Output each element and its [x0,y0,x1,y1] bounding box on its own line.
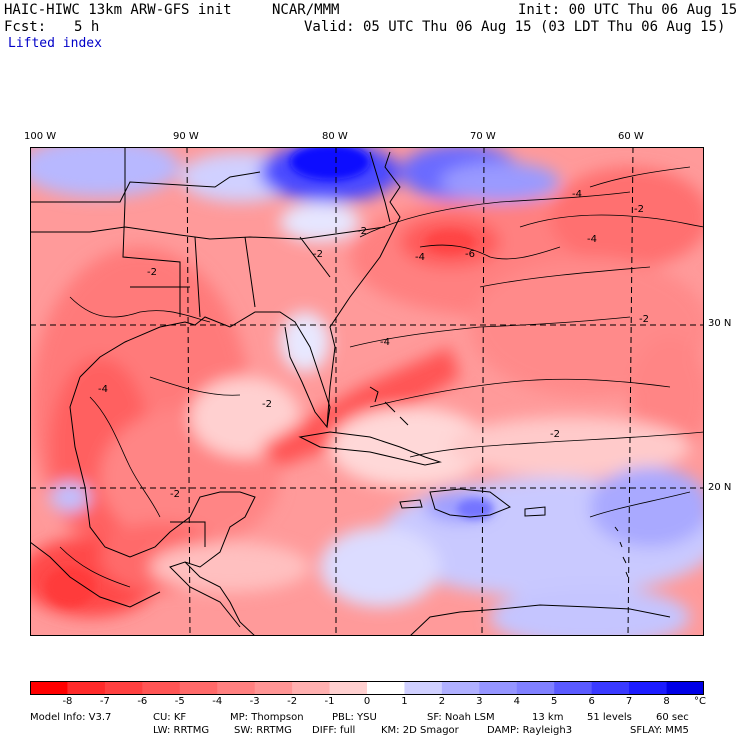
surface-layer-option: SFLAY: MM5 [630,725,689,736]
contour-label: -6 [465,249,475,260]
lon-label-60w: 60 W [618,131,644,142]
contour-label: -2 [170,489,180,500]
field-detail [45,147,493,607]
color-scale-tick-label: 1 [401,696,408,707]
org-label: NCAR/MMM [272,2,340,18]
longwave-scheme: LW: RRTMG [153,725,210,736]
contour-label: -4 [415,252,425,263]
field-shading [30,147,704,636]
contour-label: -2 [634,204,644,215]
color-swatch [30,681,68,695]
color-swatch [104,681,143,695]
color-swatch [404,681,443,695]
forecast-hour: 5 h [74,19,100,35]
lat-label-20n: 20 N [708,482,732,493]
model-title: HAIC-HIWC 13km ARW-GFS init [4,2,232,18]
color-scale-tick-label: -6 [137,696,148,707]
color-scale-tick-label: 2 [438,696,446,707]
color-scale-tick-label: 5 [551,696,558,707]
valid-time: Valid: 05 UTC Thu 06 Aug 15 (03 LDT Thu … [304,19,726,35]
contour-label: -2 [639,314,649,325]
color-scale-tick-label: 0 [363,696,371,707]
contour-label: -4 [98,384,108,395]
color-scale-tick-label: -4 [212,696,223,707]
color-swatch [254,681,293,695]
time-step: 60 sec [656,712,689,723]
color-swatch [479,681,518,695]
diffusion-option: DIFF: full [312,725,356,736]
color-swatch [554,681,593,695]
color-swatch [142,681,181,695]
color-scale-bar [30,681,704,695]
coastlines [30,147,671,636]
color-swatch [591,681,630,695]
lat-label-30n: 30 N [708,318,732,329]
color-scale-unit: °C [694,696,706,707]
model-info: Model Info: V3.7 [30,712,112,723]
damping-option: DAMP: Rayleigh3 [487,725,573,736]
microphysics-scheme: MP: Thompson [230,712,304,723]
color-scale-tick-label: 3 [476,696,483,707]
vertical-levels: 51 levels [587,712,632,723]
color-scale-tick-label: -5 [174,696,185,707]
color-swatch [367,681,405,695]
lon-label-100w: 100 W [24,131,57,142]
contour-label: -2 [262,399,272,410]
color-swatch [629,681,668,695]
contour-label: -4 [380,337,390,348]
shortwave-scheme: SW: RRTMG [234,725,292,736]
surface-scheme: SF: Noah LSM [427,712,495,723]
pbl-scheme: PBL: YSU [332,712,377,723]
color-scale-tick-label: -2 [287,696,298,707]
lon-label-70w: 70 W [470,131,496,142]
contour-label: -2 [313,249,323,260]
color-swatch [292,681,331,695]
color-swatch [666,681,704,695]
cumulus-scheme: CU: KF [153,712,187,723]
color-swatch [217,681,256,695]
color-scale-tick-label: 7 [625,696,633,707]
contour-label: -2 [357,226,367,237]
lifted-index-map: -4 -2 -2 -2 -6 -4 -4 -2 -4 -2 -2 -4 -2 -… [30,147,704,636]
color-swatch [67,681,106,695]
km-option: KM: 2D Smagor [381,725,459,736]
color-scale-tick-label: 8 [663,696,670,707]
field-name: Lifted index [8,36,102,51]
color-swatch [329,681,368,695]
lon-label-90w: 90 W [173,131,199,142]
map-frame [30,147,704,636]
lon-label-80w: 80 W [322,131,348,142]
color-scale-tick-label: -1 [324,696,335,707]
contour-lines [59,166,704,588]
color-swatch [441,681,480,695]
contour-label: -2 [550,429,560,440]
contour-label: -2 [147,267,157,278]
color-swatch [179,681,218,695]
contour-labels: -4 -2 -2 -2 -6 -4 -4 -2 -4 -2 -2 -4 -2 -… [98,189,649,500]
contour-label: -4 [572,189,582,200]
grid-resolution: 13 km [532,712,564,723]
color-scale-tick-label: -3 [249,696,260,707]
contour-label: -4 [587,234,597,245]
color-scale-tick-label: 6 [588,696,595,707]
forecast-label: Fcst: [4,19,47,35]
color-swatch [516,681,555,695]
init-time: Init: 00 UTC Thu 06 Aug 15 [518,2,738,18]
color-scale-tick-label: -7 [99,696,110,707]
color-scale-tick-label: -8 [62,696,73,707]
color-scale-tick-label: 4 [513,696,520,707]
